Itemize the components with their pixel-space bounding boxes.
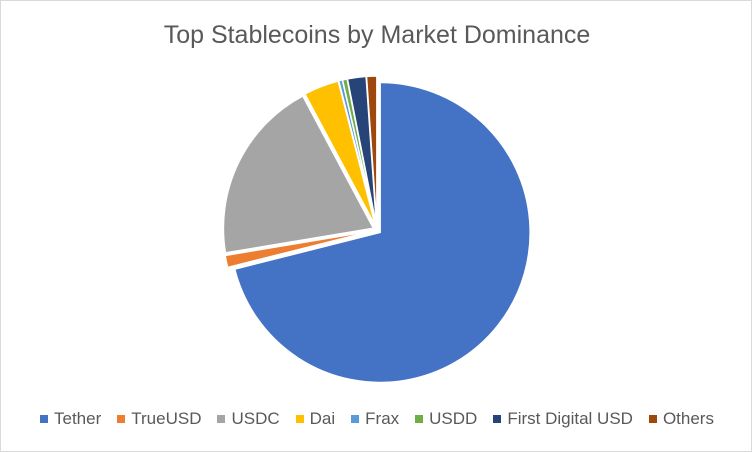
legend-label: Tether <box>54 409 102 428</box>
legend-item-first-digital-usd: First Digital USD <box>493 409 633 429</box>
legend-swatch <box>295 415 304 423</box>
legend-label: First Digital USD <box>507 409 633 428</box>
legend-item-dai: Dai <box>295 409 336 429</box>
chart-title: Top Stablecoins by Market Dominance <box>163 21 591 49</box>
legend-label: TrueUSD <box>131 409 202 428</box>
pie-slice-trueusd <box>224 230 374 269</box>
pie-slice-others <box>365 75 378 227</box>
legend-swatch <box>117 415 126 423</box>
legend-item-frax: Frax <box>351 409 399 429</box>
legend-swatch <box>493 415 502 423</box>
legend-item-tether: Tether <box>40 409 101 429</box>
legend-item-usdd: USDD <box>415 409 477 429</box>
legend-swatch <box>40 415 48 423</box>
legend-label: USDC <box>231 409 280 428</box>
legend-swatch <box>415 415 424 423</box>
legend-swatch <box>351 415 360 423</box>
legend-swatch <box>648 415 657 423</box>
chart-legend: Tether TrueUSD USDC Dai Frax USDD First Digita… <box>1 409 751 429</box>
pie-slice-usdc <box>222 94 375 254</box>
pie-slice-tether <box>233 81 531 384</box>
legend-swatch <box>217 415 226 423</box>
legend-label: USDD <box>429 409 478 428</box>
legend-item-others: Others <box>648 409 714 429</box>
legend-item-trueusd: TrueUSD <box>117 409 201 429</box>
legend-label: Dai <box>309 409 336 428</box>
pie-chart <box>222 75 531 384</box>
legend-label: Others <box>662 409 714 428</box>
legend-item-usdc: USDC <box>217 409 280 429</box>
legend-label: Frax <box>365 409 400 428</box>
